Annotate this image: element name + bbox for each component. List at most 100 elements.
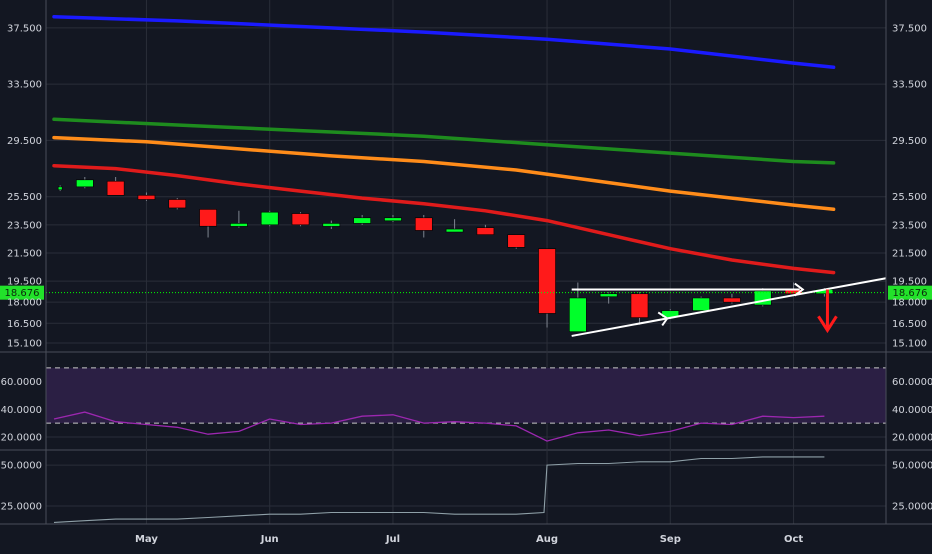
candle-body (538, 248, 556, 314)
candle-body (507, 234, 526, 248)
candle[interactable] (57, 185, 63, 192)
candle[interactable] (507, 234, 526, 249)
candle-body (445, 228, 464, 233)
candle[interactable] (353, 214, 371, 225)
candle-body (106, 180, 125, 196)
candle[interactable] (168, 198, 187, 210)
candle-body (57, 186, 63, 191)
grid (0, 0, 932, 524)
resistance-arrowhead (794, 282, 805, 297)
left-price-badge (0, 285, 44, 300)
price-tick-label-left: 16.500 (7, 319, 42, 330)
rsi-tick-label-left: 40.0000 (1, 405, 42, 416)
candle-body (599, 293, 618, 298)
candle-body (137, 194, 156, 200)
candle[interactable] (445, 219, 464, 233)
lower-tick-label-right: 25.0000 (892, 502, 932, 513)
lower-tick-label-left: 25.0000 (1, 502, 42, 513)
candle[interactable] (137, 192, 156, 201)
month-label: Aug (536, 534, 558, 545)
candle-body (199, 209, 217, 227)
price-tick-label-right: 29.500 (892, 136, 927, 147)
moving-average-line (52, 14, 836, 70)
candle[interactable] (291, 212, 310, 227)
candle-body (322, 223, 341, 227)
candle-body (723, 297, 741, 303)
month-label: Oct (784, 534, 803, 545)
price-tick-label-left: 21.500 (7, 248, 42, 259)
candle-body (260, 211, 279, 226)
candle[interactable] (260, 210, 279, 227)
candle[interactable] (414, 214, 433, 238)
price-tick-label-left: 18.000 (7, 298, 42, 309)
rsi-tick-label-left: 60.0000 (1, 377, 42, 388)
candle-body (168, 199, 187, 209)
candle[interactable] (76, 177, 94, 189)
month-label: Jun (260, 534, 279, 545)
candle-body (414, 217, 433, 231)
price-tick-label-right: 37.500 (892, 23, 927, 34)
candle-body (76, 179, 94, 188)
lower-tick-label-left: 50.0000 (1, 461, 42, 472)
indicator-lines (53, 411, 825, 523)
trend-annotations (571, 277, 887, 337)
candle[interactable] (230, 210, 248, 228)
rsi-band-fill (46, 367, 886, 424)
price-tick-label-right: 25.500 (892, 192, 927, 203)
price-tick-label-right: 18.000 (892, 298, 927, 309)
price-tick-label-left: 25.500 (7, 192, 42, 203)
candle[interactable] (692, 296, 710, 313)
price-tick-label-left: 37.500 (7, 23, 42, 34)
candle-body (291, 213, 310, 226)
candle[interactable] (753, 288, 772, 307)
candle-body (569, 297, 587, 333)
breakdown-arrow-head (817, 315, 838, 334)
price-tick-label-left: 33.500 (7, 80, 42, 91)
rsi-band (46, 367, 886, 424)
month-label: Jul (385, 534, 400, 545)
right-price-badge (888, 285, 932, 300)
rsi-tick-label-right: 40.0000 (892, 405, 932, 416)
price-tick-label-left: 29.500 (7, 136, 42, 147)
price-tick-label-right: 19.500 (892, 277, 927, 288)
candle[interactable] (538, 248, 556, 328)
last-price-line: 18.676 18.676 (0, 285, 932, 300)
month-label: May (135, 534, 158, 545)
left-price-badge-label: 18.676 (5, 288, 40, 299)
moving-average-line (52, 117, 836, 165)
rsi-tick-label-right: 20.0000 (892, 432, 932, 443)
candle[interactable] (723, 293, 741, 304)
price-tick-label-right: 33.500 (892, 80, 927, 91)
candle[interactable] (476, 224, 495, 235)
candle-body (630, 293, 649, 318)
candle-body (230, 223, 248, 227)
lower-indicator-line (53, 456, 825, 523)
candle[interactable] (199, 209, 217, 238)
support-arrowhead (657, 311, 669, 326)
candle[interactable] (322, 220, 341, 230)
moving-averages (52, 14, 836, 275)
price-tick-label-left: 15.100 (7, 338, 42, 349)
moving-average-line (52, 163, 836, 275)
candle[interactable] (384, 214, 402, 223)
candle[interactable] (106, 177, 125, 196)
rsi-line (53, 411, 825, 442)
price-tick-label-right: 21.500 (892, 248, 927, 259)
rsi-tick-label-right: 60.0000 (892, 377, 932, 388)
candles[interactable] (57, 177, 834, 333)
support-trendline (571, 277, 887, 337)
candle-body (384, 217, 402, 222)
candle[interactable] (569, 282, 587, 333)
moving-average-line (52, 135, 836, 212)
price-tick-label-right: 23.500 (892, 220, 927, 231)
price-tick-label-right: 16.500 (892, 319, 927, 330)
candle[interactable] (599, 292, 618, 304)
candle[interactable] (630, 292, 649, 325)
price-tick-label-left: 19.500 (7, 277, 42, 288)
candle-body (353, 217, 371, 224)
price-tick-label-right: 15.100 (892, 338, 927, 349)
right-price-badge-label: 18.676 (893, 288, 928, 299)
